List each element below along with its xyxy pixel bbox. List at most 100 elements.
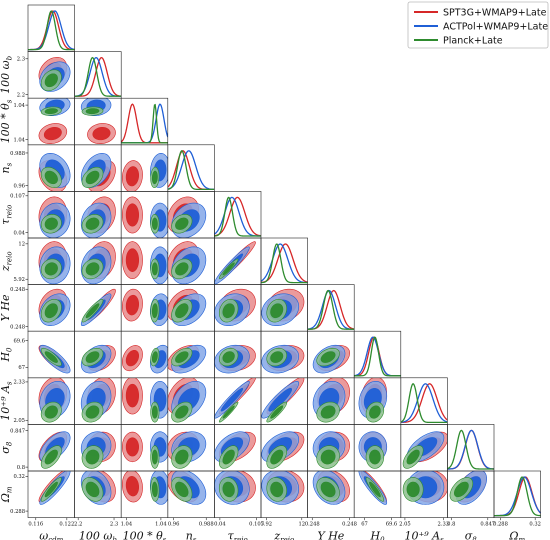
panel-sigma8-vs-tau_reio (214, 424, 262, 472)
y-tick-label: 2.33 (13, 380, 25, 386)
panel-omega_cdm-vs-omega_cdm (27, 4, 75, 52)
panel-tau_reio-vs-n_s (167, 191, 215, 239)
panel-sigma8-vs-z_reio (260, 424, 308, 472)
panel-Omega_m-vs-Omega_m: 0.288 0.32 (493, 470, 541, 528)
panel-Omega_m-vs-n_s: 0.96 0.988 (167, 470, 215, 528)
x-tick-label: 2.05 (399, 522, 411, 528)
panel-YHe-vs-tau_reio (214, 284, 262, 332)
contour-68-Planck+Late (44, 108, 58, 115)
legend-label: SPT3G+WMAP9+Late (443, 8, 547, 19)
panel-H0-vs-H0 (353, 330, 402, 379)
panel-YHe-vs-n_s (167, 284, 215, 332)
y-tick-label: 2.3 (17, 57, 25, 63)
panel-As-vs-As (400, 377, 448, 425)
contour-68-Planck+Late (222, 405, 235, 419)
panel-Omega_m-vs-sigma8: 0.8 0.847 (447, 470, 495, 528)
contour-68-Planck+Late (44, 217, 58, 230)
x-tick-label: 2.3 (110, 522, 118, 528)
panel-YHe-vs-YHe (307, 284, 355, 332)
marginal-curve-Planck+Late (494, 476, 541, 517)
y-tick-label: 0.288 (10, 509, 25, 515)
contour-68-Planck+Late (151, 351, 158, 363)
contour-68-Planck+Late (369, 481, 381, 498)
panel-z_reio-vs-z_reio (260, 237, 308, 285)
contour-68-Planck+Late (222, 262, 235, 276)
contour-68-Planck+Late (320, 481, 336, 498)
legend-label: Planck+Late (443, 36, 503, 47)
panel-sigma8-vs-omega_b (74, 424, 122, 472)
y-tick-label: 67 (18, 365, 25, 371)
panel-YHe-vs-omega_b (74, 284, 122, 332)
contour-68-ACTPol+WMAP9+Late (268, 387, 293, 412)
contour-68-Planck+Late (151, 303, 158, 319)
contour-68-Planck+Late (175, 262, 189, 276)
y-axis-label-As: 10⁺⁹ As (0, 381, 14, 421)
marginal-curve-Planck+Late (400, 383, 448, 424)
panel-omega_b-vs-omega_b (74, 51, 122, 99)
panel-H0-vs-omega_b (74, 330, 122, 379)
contour-68-SPT3G+WMAP9+Late (125, 166, 140, 187)
panel-theta_s-vs-omega_cdm: 1.04 1.04 (13, 97, 75, 146)
contour-68-Planck+Late (85, 405, 100, 419)
contour-68-Planck+Late (44, 351, 58, 363)
marginal-curve-ACTPol+WMAP9+Late (400, 383, 448, 423)
y-tick-label: 1.04 (13, 137, 25, 143)
contour-68-Planck+Late (175, 351, 189, 363)
x-axis-label-tau_reio: τreio (228, 530, 248, 540)
panel-tau_reio-vs-theta_s (120, 191, 169, 239)
y-tick-label: 2.05 (13, 418, 25, 424)
marginal-curve-Planck+Late (214, 196, 261, 237)
y-axis-label-H0: H0 (0, 347, 14, 363)
marginal-curve-SPT3G+WMAP9+Late (121, 103, 168, 144)
contour-68-SPT3G+WMAP9+Late (43, 126, 62, 141)
contour-68-Planck+Late (85, 262, 100, 276)
x-axis-label-n_s: ns (186, 530, 197, 540)
panel-sigma8-vs-sigma8 (447, 424, 495, 472)
contour-68-Planck+Late (151, 405, 158, 419)
contour-68-Planck+Late (44, 449, 58, 465)
y-axis-label-YHe: Y He (0, 294, 12, 321)
panel-H0-vs-z_reio (260, 330, 308, 379)
panel-tau_reio-vs-tau_reio (214, 191, 262, 239)
marginal-curve-SPT3G+WMAP9+Late (400, 383, 448, 424)
panel-H0-vs-theta_s (120, 330, 169, 379)
y-axis-label-sigma8: σ8 (0, 441, 14, 454)
contour-68-Planck+Late (151, 170, 158, 185)
x-tick-label: 5.92 (261, 522, 273, 528)
panel-theta_s-vs-omega_b (74, 97, 122, 146)
x-tick-label: 69.6 (386, 522, 398, 528)
y-tick-label: 0.248 (10, 287, 25, 293)
contour-68-Planck+Late (44, 170, 58, 185)
marginal-curve-ACTPol+WMAP9+Late (28, 10, 75, 51)
contour-68-Planck+Late (222, 351, 235, 363)
marginal-curve-Planck+Late (261, 243, 308, 284)
y-tick-label: 0.32 (13, 474, 25, 480)
contour-68-Planck+Late (175, 405, 189, 419)
contour-68-ACTPol+WMAP9+Late (220, 387, 244, 412)
contour-68-SPT3G+WMAP9+Late (125, 437, 140, 457)
contour-68-Planck+Late (151, 481, 158, 498)
y-tick-label: 5.92 (13, 277, 25, 283)
contour-68-SPT3G+WMAP9+Late (125, 475, 140, 497)
panel-z_reio-vs-omega_cdm: 5.92 12 (13, 237, 75, 285)
marginal-curve-Planck+Late (447, 429, 494, 470)
panel-YHe-vs-omega_cdm: 0.248 0.248 (10, 284, 75, 332)
x-tick-label: 0.96 (168, 522, 180, 528)
contour-68-Planck+Late (85, 303, 100, 319)
x-axis-label-Omega_m: Ωm (508, 530, 525, 540)
panel-sigma8-vs-n_s (167, 424, 215, 472)
panel-H0-vs-YHe (307, 330, 355, 379)
x-tick-label: 0.988 (199, 522, 214, 528)
panel-omega_b-vs-omega_cdm: 2.2 2.3 (17, 51, 75, 99)
panel-Omega_m-vs-tau_reio: 0.04 0.107 (214, 470, 264, 528)
panel-theta_s-vs-theta_s (120, 97, 169, 146)
contour-68-SPT3G+WMAP9+Late (125, 349, 140, 367)
x-tick-label: 1.04 (121, 522, 133, 528)
x-tick-label: 12 (298, 522, 305, 528)
y-tick-label: 0.248 (10, 324, 25, 330)
contour-68-Planck+Late (406, 481, 420, 498)
x-tick-label: 2.33 (438, 522, 450, 528)
marginal-curve-ACTPol+WMAP9+Late (167, 150, 215, 190)
x-axis-label-theta_s: 100 * θs (123, 530, 167, 540)
